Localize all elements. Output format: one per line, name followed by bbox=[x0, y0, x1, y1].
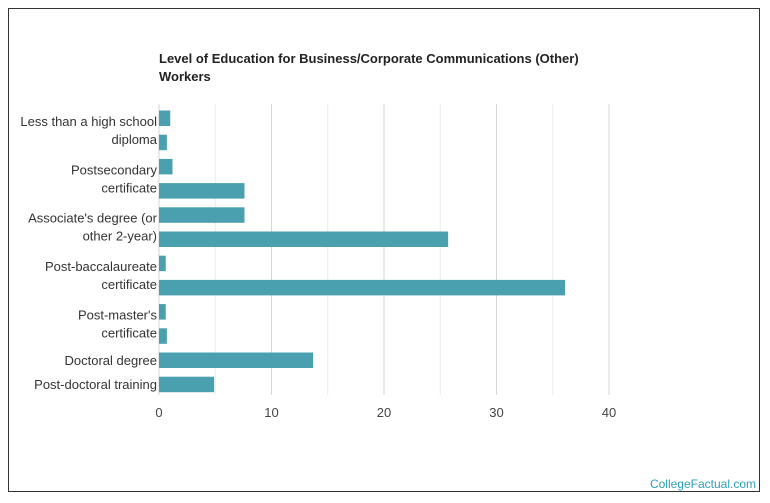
bar[interactable] bbox=[159, 158, 173, 175]
category-label: certificate bbox=[101, 180, 157, 195]
category-label: Postsecondary bbox=[71, 162, 157, 177]
category-label: other 2-year) bbox=[83, 229, 157, 244]
x-tick-label: 30 bbox=[489, 405, 503, 420]
x-tick-label: 40 bbox=[602, 405, 616, 420]
bar[interactable] bbox=[159, 376, 215, 393]
category-label: Less than a high school bbox=[20, 114, 157, 129]
bar[interactable] bbox=[159, 231, 449, 248]
category-label: certificate bbox=[101, 325, 157, 340]
source-credit[interactable]: CollegeFactual.com bbox=[649, 477, 756, 491]
category-label: certificate bbox=[101, 277, 157, 292]
bar[interactable] bbox=[159, 134, 167, 151]
bar[interactable] bbox=[159, 352, 314, 369]
category-label: Post-baccalaureate bbox=[45, 259, 157, 274]
bar[interactable] bbox=[159, 304, 166, 320]
bar[interactable] bbox=[159, 183, 245, 199]
x-tick-label: 10 bbox=[264, 405, 278, 420]
bar[interactable] bbox=[159, 255, 166, 272]
category-label: Doctoral degree bbox=[65, 353, 158, 368]
bar[interactable] bbox=[159, 110, 171, 127]
category-label: Post-doctoral training bbox=[34, 377, 157, 392]
chart-title-line-1: Level of Education for Business/Corporat… bbox=[159, 51, 579, 66]
x-tick-label: 0 bbox=[155, 405, 162, 420]
x-tick-label: 20 bbox=[377, 405, 391, 420]
bar[interactable] bbox=[159, 279, 566, 296]
category-label: Post-master's bbox=[78, 307, 158, 322]
bar[interactable] bbox=[159, 328, 167, 344]
category-label: Associate's degree (or bbox=[28, 211, 158, 226]
bar[interactable] bbox=[159, 207, 245, 223]
category-label: diploma bbox=[111, 132, 157, 147]
chart-title-line-2: Workers bbox=[159, 69, 211, 84]
